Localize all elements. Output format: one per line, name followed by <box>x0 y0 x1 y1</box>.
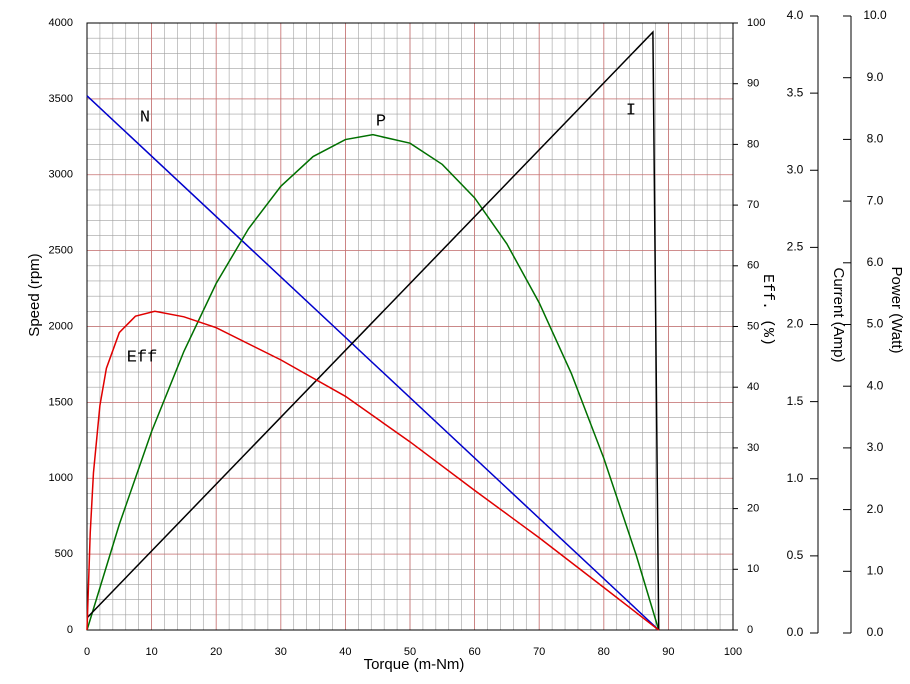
y-tick-label: 3500 <box>49 93 73 105</box>
series-label: I <box>626 101 636 120</box>
y2-tick-label: 50 <box>747 320 759 332</box>
x-tick-label: 100 <box>724 646 742 658</box>
y4-tick-label: 3.0 <box>867 440 884 454</box>
x-tick-label: 40 <box>339 646 351 658</box>
current-axis-title: Current (Amp) <box>830 267 847 362</box>
y3-tick-label: 3.0 <box>787 162 804 176</box>
y4-tick-label: 0.0 <box>867 625 884 639</box>
series-label: N <box>140 108 150 127</box>
y4-tick-label: 5.0 <box>867 317 884 331</box>
y-axis-title: Speed (rpm) <box>26 253 43 336</box>
y3-tick-label: 1.5 <box>787 394 804 408</box>
y-tick-label: 2000 <box>49 320 73 332</box>
y-tick-label: 0 <box>67 624 73 636</box>
x-tick-label: 80 <box>598 646 610 658</box>
y4-tick-label: 4.0 <box>867 378 884 392</box>
y3-tick-label: 0.5 <box>787 548 804 562</box>
series-line <box>86 133 660 631</box>
y-tick-label: 2500 <box>49 245 73 257</box>
y-tick-label: 1000 <box>49 472 73 484</box>
y3-tick-label: 0.0 <box>787 625 804 639</box>
x-tick-label: 70 <box>533 646 545 658</box>
y4-tick-label: 6.0 <box>867 255 884 269</box>
y4-tick-label: 10.0 <box>863 8 887 22</box>
y2-tick-label: 40 <box>747 381 759 393</box>
series-line <box>86 30 660 631</box>
eff-axis-title: Eff. (%) <box>759 274 776 346</box>
x-tick-label: 30 <box>275 646 287 658</box>
power-axis-title: Power (Watt) <box>888 267 905 354</box>
x-tick-label: 0 <box>84 646 90 658</box>
series-line <box>86 310 660 631</box>
series-label: P <box>376 112 386 131</box>
series-line <box>86 95 660 631</box>
x-tick-label: 90 <box>662 646 674 658</box>
y2-tick-label: 100 <box>747 17 765 29</box>
y2-tick-label: 20 <box>747 503 759 515</box>
y3-tick-label: 4.0 <box>787 8 804 22</box>
y3-tick-label: 1.0 <box>787 471 804 485</box>
y-tick-label: 3000 <box>49 169 73 181</box>
y2-tick-label: 30 <box>747 442 759 454</box>
y4-tick-label: 2.0 <box>867 502 884 516</box>
y2-tick-label: 80 <box>747 138 759 150</box>
x-axis-title: Torque (m-Nm) <box>364 656 465 673</box>
y4-tick-label: 8.0 <box>867 132 884 146</box>
y3-tick-label: 2.0 <box>787 317 804 331</box>
y2-tick-label: 10 <box>747 563 759 575</box>
y4-tick-label: 9.0 <box>867 70 884 84</box>
series-label: Eff <box>127 348 158 367</box>
y4-tick-label: 1.0 <box>867 563 884 577</box>
x-tick-label: 20 <box>210 646 222 658</box>
y-tick-label: 4000 <box>49 17 73 29</box>
y3-tick-label: 3.5 <box>787 85 804 99</box>
x-tick-label: 50 <box>404 646 416 658</box>
y2-tick-label: 90 <box>747 78 759 90</box>
y-tick-label: 500 <box>55 548 73 560</box>
y2-tick-label: 70 <box>747 199 759 211</box>
x-tick-label: 60 <box>468 646 480 658</box>
x-tick-label: 10 <box>145 646 157 658</box>
y-tick-label: 1500 <box>49 396 73 408</box>
y4-tick-label: 7.0 <box>867 193 884 207</box>
y2-tick-label: 0 <box>747 624 753 636</box>
y3-tick-label: 2.5 <box>787 240 804 254</box>
y2-tick-label: 60 <box>747 260 759 272</box>
